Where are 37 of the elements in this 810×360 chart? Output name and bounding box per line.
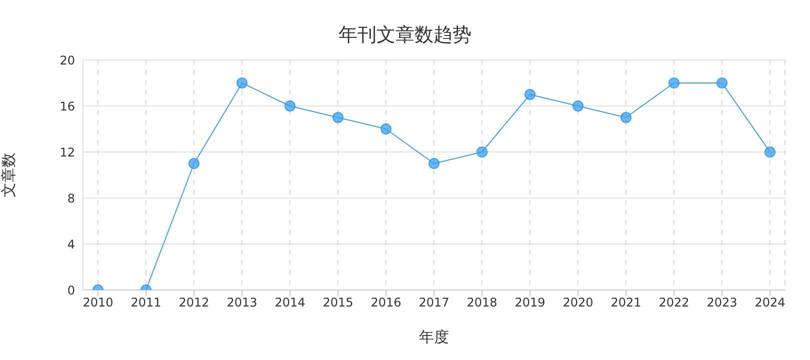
x-tick-label: 2019 xyxy=(514,296,546,310)
point xyxy=(332,112,344,123)
point xyxy=(716,78,728,88)
point xyxy=(428,158,440,169)
y-tick-label: 0 xyxy=(67,283,75,298)
chart-title: 年刊文章数趋势 xyxy=(338,23,472,48)
x-axis-title: 年度 xyxy=(419,328,449,346)
y-tick-label: 8 xyxy=(67,191,75,206)
point xyxy=(188,158,200,169)
y-tick-label: 4 xyxy=(67,237,75,252)
point xyxy=(668,78,680,88)
point xyxy=(572,100,584,112)
x-tick-label: 2021 xyxy=(610,296,642,310)
point xyxy=(620,112,632,123)
point xyxy=(236,78,248,88)
x-tick-label: 2018 xyxy=(466,296,498,310)
point xyxy=(764,146,776,158)
y-tick-label: 16 xyxy=(60,99,75,114)
x-tick-label: 2014 xyxy=(274,296,306,310)
x-tick-label: 2017 xyxy=(418,296,450,310)
point xyxy=(524,89,536,100)
y-tick-label: 20 xyxy=(60,53,75,68)
point xyxy=(284,100,296,112)
point xyxy=(476,146,488,158)
x-tick-label: 2024 xyxy=(754,296,786,310)
point xyxy=(380,124,392,134)
x-tick-label: 2012 xyxy=(178,296,210,310)
x-tick-label: 2010 xyxy=(82,296,114,310)
x-tick-label: 2016 xyxy=(370,296,402,310)
y-tick-label: 12 xyxy=(60,145,75,160)
x-tick-label: 2023 xyxy=(706,296,738,310)
x-tick-label: 2011 xyxy=(130,296,162,310)
x-tick-label: 2022 xyxy=(658,296,690,310)
x-tick-label: 2013 xyxy=(226,296,258,310)
x-tick-label: 2020 xyxy=(562,296,594,310)
x-tick-label: 2015 xyxy=(322,296,354,310)
y-axis-title: 文章数 xyxy=(0,152,18,198)
